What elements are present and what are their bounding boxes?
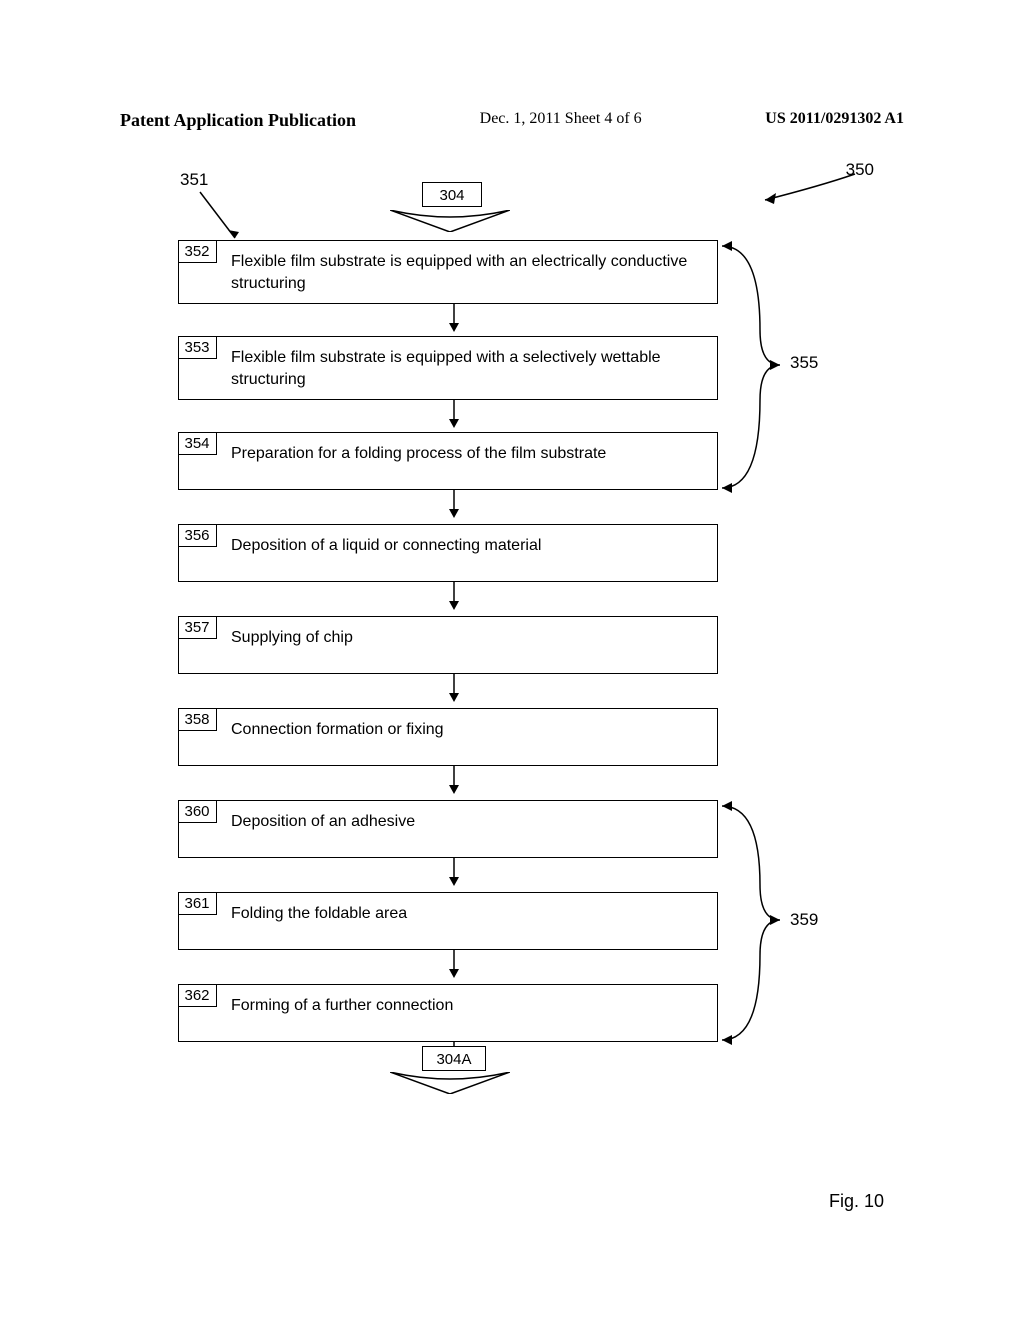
page-header: Patent Application Publication Dec. 1, 2…: [120, 110, 904, 131]
arrow-down-icon: [448, 950, 460, 978]
step-num: 362: [178, 984, 217, 1007]
arrow-down-icon: [448, 490, 460, 518]
arrow-down-icon: [448, 766, 460, 794]
step-box-362: 362Forming of a further connection: [178, 984, 718, 1042]
flowchart-diagram: 304 351 350 352Flexible film substrate i…: [0, 150, 1024, 1250]
step-box-357: 357Supplying of chip: [178, 616, 718, 674]
step-num: 358: [178, 708, 217, 731]
step-num: 353: [178, 336, 217, 359]
io-top-box: 304: [422, 182, 482, 207]
step-text: Forming of a further connection: [179, 985, 717, 1043]
wide-arrow-down-top-icon: [390, 210, 510, 232]
arrow-down-icon: [448, 582, 460, 610]
wide-arrow-down-bottom-icon: [390, 1072, 510, 1094]
step-num: 356: [178, 524, 217, 547]
io-bottom-box: 304A: [422, 1046, 486, 1071]
io-top-label: 304: [439, 187, 464, 204]
step-text: Preparation for a folding process of the…: [179, 433, 717, 491]
leader-351: [195, 190, 255, 245]
step-box-361: 361Folding the foldable area: [178, 892, 718, 950]
arrow-down-icon: [448, 400, 460, 428]
ref-label-355: 355: [790, 353, 818, 373]
header-right: US 2011/0291302 A1: [765, 110, 904, 131]
ref-label-351: 351: [180, 170, 208, 190]
step-box-358: 358Connection formation or fixing: [178, 708, 718, 766]
step-box-354: 354Preparation for a folding process of …: [178, 432, 718, 490]
step-text: Deposition of a liquid or connecting mat…: [179, 525, 717, 583]
bracket-355: [720, 240, 800, 495]
step-num: 357: [178, 616, 217, 639]
step-box-360: 360Deposition of an adhesive: [178, 800, 718, 858]
step-text: Connection formation or fixing: [179, 709, 717, 767]
arrow-down-icon: [448, 858, 460, 886]
step-num: 361: [178, 892, 217, 915]
header-left: Patent Application Publication: [120, 110, 356, 131]
step-num: 352: [178, 240, 217, 263]
io-bottom-label: 304A: [436, 1051, 471, 1068]
step-num: 354: [178, 432, 217, 455]
bracket-359: [720, 800, 800, 1048]
ref-label-359: 359: [790, 910, 818, 930]
arrow-down-icon: [448, 304, 460, 332]
figure-label: Fig. 10: [829, 1191, 884, 1212]
step-text: Supplying of chip: [179, 617, 717, 675]
header-center: Dec. 1, 2011 Sheet 4 of 6: [480, 110, 642, 131]
arrow-down-icon: [448, 674, 460, 702]
step-box-356: 356Deposition of a liquid or connecting …: [178, 524, 718, 582]
step-num: 360: [178, 800, 217, 823]
step-box-353: 353Flexible film substrate is equipped w…: [178, 336, 718, 400]
leader-350: [760, 166, 860, 206]
step-text: Flexible film substrate is equipped with…: [179, 337, 717, 400]
step-text: Folding the foldable area: [179, 893, 717, 951]
step-text: Deposition of an adhesive: [179, 801, 717, 859]
step-text: Flexible film substrate is equipped with…: [179, 241, 717, 304]
step-box-352: 352Flexible film substrate is equipped w…: [178, 240, 718, 304]
